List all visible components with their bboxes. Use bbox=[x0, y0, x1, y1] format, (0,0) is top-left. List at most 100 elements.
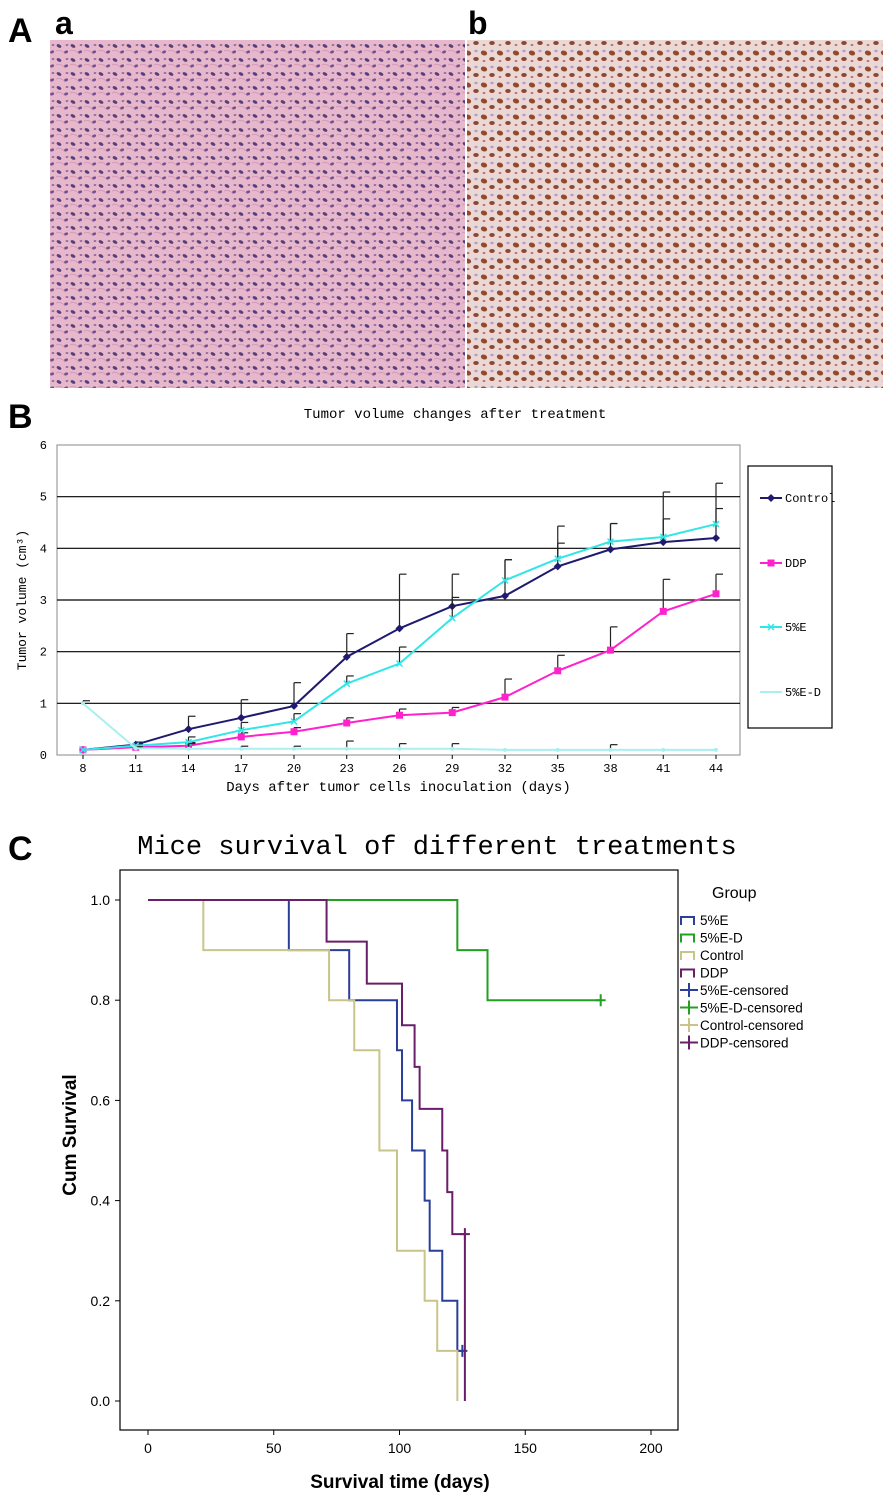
micrograph-ihc bbox=[467, 40, 883, 388]
data-point bbox=[450, 746, 455, 751]
data-point bbox=[237, 726, 245, 734]
km-curve-km_ddp bbox=[148, 899, 470, 1401]
x-tick-label: 0 bbox=[144, 1440, 152, 1456]
censor-mark bbox=[595, 994, 606, 1007]
x-tick-label: 44 bbox=[709, 762, 723, 776]
legend: Control DDP 5%E 5%E-D bbox=[747, 465, 835, 729]
y-tick-label: 4 bbox=[40, 542, 47, 556]
data-point bbox=[606, 545, 615, 554]
legend-item: Control bbox=[760, 492, 835, 506]
data-point bbox=[714, 747, 718, 752]
x-tick-label: 150 bbox=[514, 1440, 538, 1456]
data-point bbox=[239, 746, 244, 751]
legend-item: DDP-censored bbox=[680, 1035, 789, 1051]
data-point bbox=[659, 533, 667, 541]
data-point bbox=[343, 680, 351, 688]
y-tick-label: 6 bbox=[40, 439, 47, 453]
data-point bbox=[184, 725, 193, 734]
km-curve-km_e5d bbox=[148, 899, 606, 1007]
x-tick-label: 29 bbox=[445, 762, 459, 776]
data-point bbox=[292, 746, 296, 751]
y-tick-label: 0.8 bbox=[91, 992, 111, 1008]
x-tick-label: 26 bbox=[392, 762, 406, 776]
panel-b-label: B bbox=[8, 398, 33, 436]
data-point bbox=[342, 652, 351, 661]
data-point bbox=[606, 538, 615, 546]
data-point bbox=[553, 562, 562, 571]
x-axis-label: Days after tumor cells inoculation (days… bbox=[226, 780, 570, 796]
y-tick-label: 0.4 bbox=[91, 1193, 111, 1209]
x-tick-label: 23 bbox=[340, 762, 354, 776]
data-point bbox=[712, 590, 720, 598]
data-point bbox=[554, 667, 562, 675]
data-point bbox=[607, 646, 614, 654]
legend-label: 5%E bbox=[700, 913, 729, 928]
legend-label: 5%E-D-censored bbox=[700, 1001, 803, 1016]
data-point bbox=[237, 733, 245, 741]
micrograph-he bbox=[50, 40, 465, 388]
y-tick-label: 0.0 bbox=[91, 1393, 111, 1409]
legend-item: 5%E-censored bbox=[680, 983, 789, 998]
legend-swatch bbox=[680, 1000, 698, 1015]
x-axis-label: Survival time (days) bbox=[310, 1472, 490, 1493]
x-tick-label: 200 bbox=[639, 1440, 663, 1456]
km-step-line bbox=[148, 899, 459, 1401]
km-step-line bbox=[148, 899, 466, 1401]
data-point bbox=[397, 746, 402, 751]
x-tick-label: 35 bbox=[551, 762, 565, 776]
legend-label: 5%E-D bbox=[700, 931, 743, 946]
legend-marker bbox=[767, 559, 775, 567]
y-tick-label: 1.0 bbox=[91, 892, 111, 908]
legend-item: 5%E-D bbox=[680, 931, 743, 946]
sub-b-label: b bbox=[468, 5, 488, 41]
legend-swatch bbox=[680, 933, 695, 943]
data-point bbox=[554, 555, 562, 563]
x-tick-label: 8 bbox=[79, 762, 86, 776]
legend-marker bbox=[767, 623, 775, 631]
data-point bbox=[290, 728, 298, 736]
x-tick-label: 11 bbox=[129, 762, 143, 776]
data-point bbox=[501, 591, 509, 600]
y-tick-label: 0.6 bbox=[91, 1092, 111, 1108]
data-point bbox=[712, 520, 720, 528]
legend-item: 5%E bbox=[760, 621, 807, 635]
km-step-line bbox=[148, 899, 601, 1002]
legend-label: Control bbox=[700, 948, 744, 963]
data-point bbox=[503, 747, 507, 752]
data-point bbox=[237, 713, 246, 722]
panel-a-label: A bbox=[8, 12, 33, 50]
y-tick-label: 0 bbox=[40, 749, 47, 763]
y-tick-label: 5 bbox=[40, 491, 47, 505]
y-tick-label: 2 bbox=[40, 646, 47, 660]
legend-swatch bbox=[680, 916, 695, 925]
legend-box bbox=[747, 465, 833, 729]
legend-swatch bbox=[680, 951, 695, 960]
data-point bbox=[395, 660, 404, 668]
data-point bbox=[186, 746, 191, 751]
data-point bbox=[501, 693, 509, 701]
legend-swatch bbox=[680, 983, 698, 997]
x-tick-label: 32 bbox=[498, 762, 512, 776]
data-point bbox=[501, 576, 509, 584]
plot-frame bbox=[119, 869, 679, 1431]
legend-item: 5%E-D bbox=[760, 686, 821, 700]
legend-swatch bbox=[680, 1035, 698, 1050]
data-point bbox=[659, 607, 667, 615]
data-point bbox=[712, 534, 720, 542]
legend-label: Control-censored bbox=[700, 1018, 804, 1033]
legend-item: Control bbox=[680, 948, 744, 963]
data-point bbox=[81, 701, 85, 706]
data-point bbox=[659, 538, 668, 547]
sub-a-label: a bbox=[55, 5, 73, 41]
legend-marker bbox=[767, 494, 775, 502]
legend-swatch bbox=[680, 968, 695, 978]
data-point bbox=[395, 624, 404, 633]
km-curve-km_control bbox=[148, 899, 459, 1401]
data-point bbox=[344, 746, 349, 751]
legend-item: 5%E-D-censored bbox=[680, 1000, 803, 1016]
legend-item: DDP bbox=[680, 966, 729, 981]
y-axis-label: Cum Survival bbox=[60, 1074, 81, 1195]
y-tick-label: 3 bbox=[40, 594, 47, 608]
